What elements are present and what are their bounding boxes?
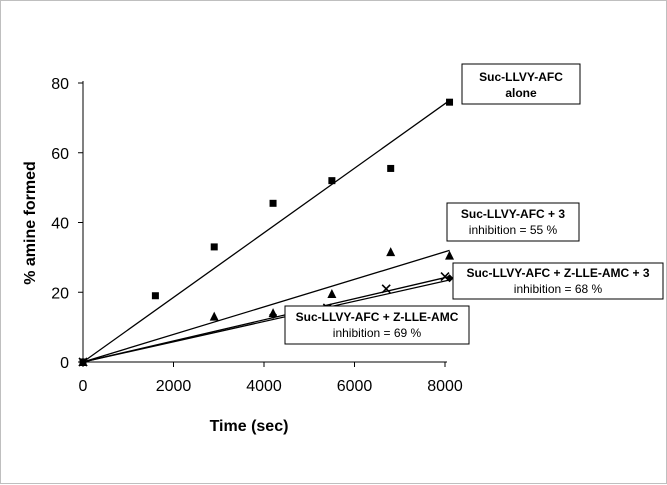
data-point-series-4 [79,358,87,366]
data-point-series-3-stroke [440,271,450,282]
data-point-series-3-stroke [381,284,391,294]
y-tick-label: 0 [60,355,69,372]
x-tick-label: 8000 [427,378,463,395]
fit-line-series-4 [82,279,450,363]
annotation-alone: Suc-LLVY-AFC alone [461,63,581,105]
data-point-series-2 [445,250,455,260]
annotation-plus-3-line1: Suc-LLVY-AFC + 3 [461,207,565,221]
data-point-series-1 [387,164,395,172]
fit-line-series-2 [82,249,450,363]
axes [78,81,447,367]
x-tick-label: 6000 [337,378,373,395]
annotation-alone-line1: Suc-LLVY-AFC [479,70,563,84]
y-tick-label: 60 [51,146,69,163]
x-tick-label: 0 [79,378,88,395]
annotation-alone-line2: alone [505,86,537,100]
x-tick-label: 4000 [246,378,282,395]
data-point-series-3 [381,284,391,294]
data-point-series-4 [269,310,278,319]
data-point-series-1 [446,98,454,106]
data-point-series-2 [386,247,396,257]
data-point-series-2 [209,311,219,321]
annotation-z-lle-amc-plus-3-line1: Suc-LLVY-AFC + Z-LLE-AMC + 3 [466,266,649,280]
tick-labels: 0 20 40 60 80 0 2000 4000 6000 8000 [51,76,463,395]
y-tick-label: 20 [51,285,69,302]
annotation-plus-3-line2: inhibition = 55 % [469,223,558,237]
y-axis-title: % amine formed [22,161,39,285]
data-point-series-1 [151,292,159,300]
x-axis-title: Time (sec) [210,418,289,435]
y-tick-label: 80 [51,76,69,93]
data-point-series-2 [327,288,337,298]
x-tick-label: 2000 [156,378,192,395]
annotation-plus-3: Suc-LLVY-AFC + 3 inhibition = 55 % [446,202,580,242]
data-point-series-1 [328,177,336,185]
annotation-z-lle-amc-line1: Suc-LLVY-AFC + Z-LLE-AMC [296,310,459,324]
data-point-series-4 [445,274,454,283]
annotation-z-lle-amc-plus-3: Suc-LLVY-AFC + Z-LLE-AMC + 3 inhibition … [452,262,664,300]
data-markers [78,98,455,367]
annotation-z-lle-amc-line2: inhibition = 69 % [333,326,422,340]
annotation-z-lle-amc: Suc-LLVY-AFC + Z-LLE-AMC inhibition = 69… [284,305,470,345]
y-tick-label: 40 [51,216,69,233]
annotation-z-lle-amc-plus-3-line2: inhibition = 68 % [514,282,603,296]
fit-line-series-1 [82,99,450,363]
data-point-series-1 [210,243,218,251]
data-point-series-1 [269,199,277,207]
